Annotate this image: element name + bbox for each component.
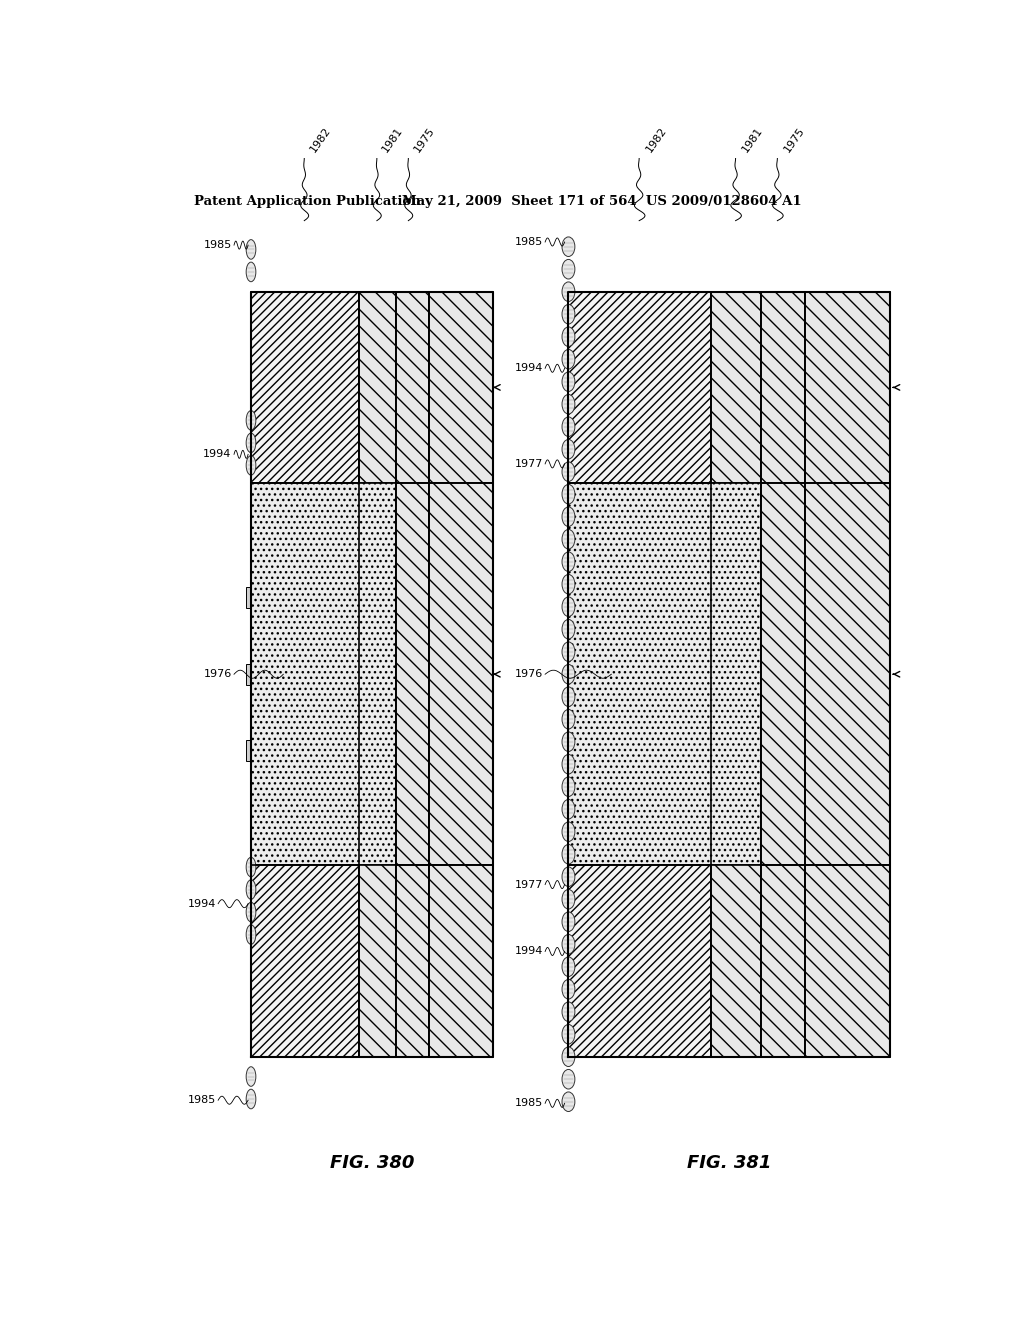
Bar (761, 866, 805, 1056)
Bar (396, 483, 429, 866)
Ellipse shape (562, 800, 574, 818)
Text: 1985: 1985 (204, 240, 231, 249)
Ellipse shape (562, 912, 574, 932)
Bar (805, 483, 890, 866)
Ellipse shape (246, 903, 256, 921)
Ellipse shape (246, 879, 256, 899)
Ellipse shape (246, 455, 256, 475)
Ellipse shape (246, 433, 256, 453)
Text: 1975: 1975 (782, 125, 807, 154)
Ellipse shape (246, 240, 256, 259)
Text: 1976: 1976 (514, 669, 543, 680)
Ellipse shape (562, 260, 574, 279)
Ellipse shape (562, 372, 574, 392)
Bar (568, 292, 712, 483)
Ellipse shape (562, 282, 574, 301)
Ellipse shape (562, 935, 574, 954)
Ellipse shape (562, 822, 574, 842)
Ellipse shape (562, 350, 574, 370)
Ellipse shape (562, 1024, 574, 1044)
Ellipse shape (562, 484, 574, 504)
Text: 1977: 1977 (514, 879, 543, 890)
Text: 1985: 1985 (514, 1098, 543, 1109)
Bar (246, 587, 251, 609)
Ellipse shape (562, 462, 574, 482)
Ellipse shape (562, 664, 574, 684)
Text: 1994: 1994 (514, 363, 543, 374)
Bar (358, 866, 396, 1056)
Ellipse shape (562, 890, 574, 909)
Ellipse shape (246, 925, 256, 944)
Bar (712, 292, 761, 483)
Bar (251, 483, 396, 866)
Ellipse shape (562, 552, 574, 572)
Bar (396, 292, 429, 483)
Ellipse shape (562, 642, 574, 661)
Ellipse shape (562, 574, 574, 594)
Bar (761, 483, 805, 866)
Ellipse shape (562, 417, 574, 437)
Ellipse shape (562, 755, 574, 774)
Text: 1985: 1985 (187, 1096, 216, 1105)
Ellipse shape (562, 529, 574, 549)
Text: 1985: 1985 (514, 238, 543, 247)
Ellipse shape (246, 263, 256, 281)
Ellipse shape (562, 1092, 574, 1111)
Ellipse shape (562, 597, 574, 616)
Bar (568, 483, 761, 866)
Text: 1982: 1982 (644, 125, 669, 154)
Ellipse shape (246, 411, 256, 430)
Ellipse shape (562, 777, 574, 796)
Text: 1994: 1994 (187, 899, 216, 908)
Ellipse shape (562, 327, 574, 346)
Ellipse shape (562, 507, 574, 527)
Bar (805, 866, 890, 1056)
Ellipse shape (562, 979, 574, 999)
Ellipse shape (562, 686, 574, 706)
Bar (246, 741, 251, 762)
Ellipse shape (562, 957, 574, 977)
Text: 1977: 1977 (514, 459, 543, 469)
Bar (429, 483, 494, 866)
Bar (251, 292, 358, 483)
Bar (429, 292, 494, 483)
Ellipse shape (562, 305, 574, 323)
Ellipse shape (562, 1047, 574, 1067)
Bar (251, 866, 358, 1056)
Ellipse shape (562, 733, 574, 751)
Ellipse shape (562, 1002, 574, 1022)
Bar (358, 292, 396, 483)
Text: 1981: 1981 (740, 125, 765, 154)
Text: May 21, 2009  Sheet 171 of 564  US 2009/0128604 A1: May 21, 2009 Sheet 171 of 564 US 2009/01… (401, 195, 802, 209)
Ellipse shape (246, 1067, 256, 1086)
Ellipse shape (246, 1089, 256, 1109)
Text: 1981: 1981 (381, 125, 404, 154)
Text: 1976: 1976 (204, 669, 231, 680)
Ellipse shape (562, 440, 574, 459)
Bar (568, 866, 712, 1056)
Bar (396, 866, 429, 1056)
Ellipse shape (562, 1069, 574, 1089)
Bar (761, 292, 805, 483)
Ellipse shape (246, 857, 256, 876)
Text: Patent Application Publication: Patent Application Publication (194, 195, 421, 209)
Text: 1982: 1982 (308, 125, 333, 154)
Bar (429, 866, 494, 1056)
Bar (246, 664, 251, 685)
Ellipse shape (562, 709, 574, 729)
Bar (712, 866, 761, 1056)
Text: FIG. 381: FIG. 381 (687, 1155, 771, 1172)
Ellipse shape (562, 619, 574, 639)
Ellipse shape (562, 867, 574, 887)
Text: FIG. 380: FIG. 380 (330, 1155, 415, 1172)
Bar (805, 292, 890, 483)
Ellipse shape (562, 845, 574, 865)
Ellipse shape (562, 236, 574, 256)
Ellipse shape (562, 395, 574, 414)
Text: 1994: 1994 (204, 449, 231, 459)
Text: 1994: 1994 (514, 946, 543, 957)
Text: 1975: 1975 (412, 125, 436, 154)
